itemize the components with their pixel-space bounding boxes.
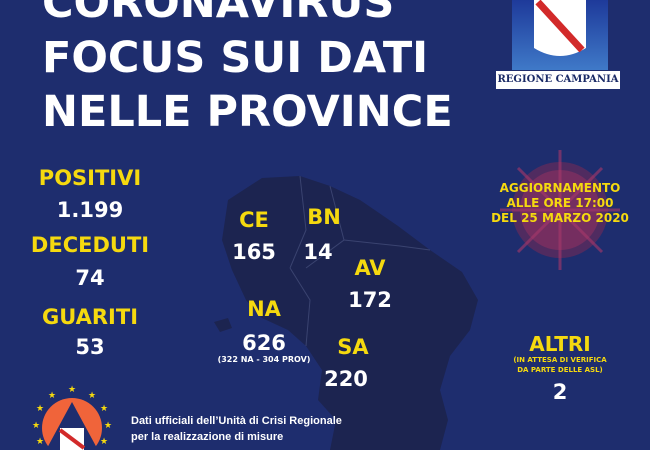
update-line-2: ALLE ORE 17:00 bbox=[506, 196, 614, 210]
altri-note: (IN ATTESA DI VERIFICA DA PARTE DELLE AS… bbox=[490, 355, 630, 375]
title-line-2: FOCUS SUI DATI bbox=[42, 33, 429, 83]
altri-value: 2 bbox=[552, 380, 568, 404]
ce-label: CE bbox=[239, 208, 269, 232]
footer-text: Dati ufficiali dell’Unità di Crisi Regio… bbox=[131, 413, 342, 445]
na-note: (322 NA - 304 PROV) bbox=[217, 355, 311, 364]
guariti-label: GUARITI bbox=[41, 305, 139, 329]
svg-text:★: ★ bbox=[32, 421, 40, 431]
positivi-label: POSITIVI bbox=[38, 166, 142, 190]
civil-protection-logo: ★ ★ ★ ★ ★ ★ ★ ★ ★ bbox=[32, 385, 112, 450]
title-line-1: CORONAVIRUS bbox=[42, 0, 395, 28]
sa-label: SA bbox=[337, 335, 369, 359]
altri-label: ALTRI bbox=[529, 332, 591, 356]
av-value: 172 bbox=[348, 288, 392, 312]
virus-icon bbox=[500, 150, 620, 270]
island-ischia bbox=[214, 318, 232, 332]
bn-value: 14 bbox=[303, 240, 333, 264]
na-value: 626 bbox=[242, 331, 286, 355]
svg-text:★: ★ bbox=[36, 437, 44, 447]
svg-text:★: ★ bbox=[36, 404, 44, 414]
svg-text:★: ★ bbox=[100, 404, 108, 414]
footer-line-2: per la realizzazione di misure bbox=[131, 431, 284, 443]
na-label: NA bbox=[247, 297, 281, 321]
update-line-1: AGGIORNAMENTO bbox=[499, 181, 621, 195]
region-label: REGIONE CAMPANIA bbox=[496, 71, 620, 89]
altri-note-2: DA PARTE DELLE ASL) bbox=[517, 366, 603, 374]
title-line-3: NELLE PROVINCE bbox=[42, 87, 453, 137]
deceduti-label: DECEDUTI bbox=[30, 233, 150, 257]
svg-text:★: ★ bbox=[68, 385, 76, 395]
svg-text:★: ★ bbox=[88, 391, 96, 401]
svg-text:★: ★ bbox=[100, 437, 108, 447]
sa-value: 220 bbox=[324, 367, 368, 391]
av-label: AV bbox=[354, 256, 386, 280]
deceduti-value: 74 bbox=[75, 266, 105, 290]
update-info: AGGIORNAMENTO ALLE ORE 17:00 DEL 25 MARZ… bbox=[470, 181, 650, 226]
altri-note-1: (IN ATTESA DI VERIFICA bbox=[513, 356, 607, 364]
svg-text:★: ★ bbox=[104, 421, 112, 431]
guariti-value: 53 bbox=[75, 335, 105, 359]
footer-line-1: Dati ufficiali dell’Unità di Crisi Regio… bbox=[131, 415, 342, 427]
svg-text:★: ★ bbox=[48, 391, 56, 401]
positivi-value: 1.199 bbox=[56, 198, 124, 222]
update-line-3: DEL 25 MARZO 2020 bbox=[491, 211, 629, 225]
bn-label: BN bbox=[307, 205, 341, 229]
region-shape bbox=[222, 176, 478, 450]
region-logo bbox=[512, 0, 608, 70]
ce-value: 165 bbox=[232, 240, 276, 264]
